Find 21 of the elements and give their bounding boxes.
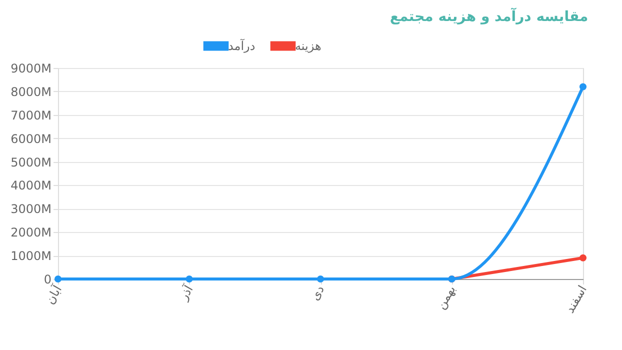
legend-label: درآمد (228, 38, 256, 53)
y-tick-label: 6000M (10, 132, 52, 146)
point (316, 275, 324, 283)
x-tick-label: اسفند (562, 283, 590, 316)
y-tick-label: 0 (44, 272, 52, 286)
y-tick-label: 1000M (10, 249, 52, 264)
legend-label: هزینه (295, 39, 322, 53)
x-tick-label: بهمن (434, 283, 458, 312)
point (186, 275, 193, 283)
y-tick-label: 7000M (10, 108, 52, 122)
x-tick-label: دی (308, 283, 328, 303)
chart-title: مقایسه درآمد و هزینه مجتمع (390, 7, 588, 25)
y-tick-label: 4000M (10, 178, 52, 193)
y-tick-label: 3000M (10, 202, 52, 216)
y-tick-label: 9000M (10, 62, 52, 76)
y-tick-label: 5000M (10, 155, 52, 170)
y-tick-label: 8000M (10, 84, 52, 99)
x-tick-label: آذر (175, 282, 196, 304)
point (579, 83, 587, 90)
y-tick-label: 2000M (10, 226, 52, 240)
point (579, 254, 587, 262)
